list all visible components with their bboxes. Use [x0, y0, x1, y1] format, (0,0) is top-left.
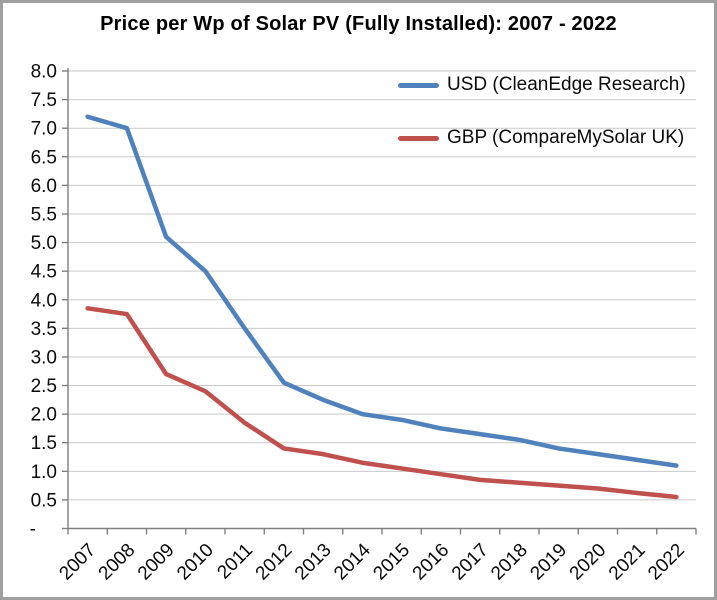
svg-text:2011: 2011	[213, 540, 257, 584]
svg-text:6.5: 6.5	[31, 147, 57, 168]
legend-item-usd: USD (CleanEdge Research)	[398, 74, 686, 96]
svg-text:2022: 2022	[644, 540, 689, 585]
svg-text:7.5: 7.5	[31, 90, 57, 111]
svg-text:5.0: 5.0	[31, 233, 57, 254]
usd-line-swatch-icon	[398, 82, 439, 88]
svg-text:2007: 2007	[55, 540, 100, 585]
svg-text:6.0: 6.0	[31, 176, 57, 197]
svg-text:8.0: 8.0	[31, 62, 57, 83]
svg-text:2015: 2015	[369, 540, 414, 585]
svg-text:5.5: 5.5	[31, 204, 57, 225]
svg-text:2018: 2018	[487, 540, 532, 585]
svg-text:0.5: 0.5	[31, 490, 57, 511]
svg-text:2012: 2012	[252, 540, 297, 585]
svg-text:1.5: 1.5	[31, 433, 57, 454]
svg-text:3.5: 3.5	[31, 319, 57, 340]
svg-text:2.0: 2.0	[31, 405, 57, 426]
svg-text:-: -	[30, 519, 36, 540]
svg-text:2010: 2010	[173, 540, 218, 585]
gbp-line-swatch-icon	[398, 135, 439, 141]
legend-item-gbp: GBP (CompareMySolar UK)	[398, 127, 684, 149]
svg-text:2017: 2017	[448, 540, 493, 585]
svg-text:7.0: 7.0	[31, 119, 57, 140]
svg-text:2016: 2016	[409, 540, 454, 585]
svg-text:2008: 2008	[95, 540, 140, 585]
svg-text:2013: 2013	[291, 540, 336, 585]
svg-text:2019: 2019	[526, 540, 571, 585]
legend-label-gbp: GBP (CompareMySolar UK)	[447, 127, 685, 148]
svg-text:3.0: 3.0	[31, 347, 57, 368]
svg-text:2.5: 2.5	[31, 376, 57, 397]
legend-label-usd: USD (CleanEdge Research)	[447, 74, 686, 95]
chart-title: Price per Wp of Solar PV (Fully Installe…	[100, 13, 617, 35]
svg-text:2021: 2021	[605, 540, 650, 585]
svg-text:2020: 2020	[566, 540, 611, 585]
svg-text:4.5: 4.5	[31, 262, 57, 283]
svg-text:1.0: 1.0	[31, 462, 57, 483]
svg-text:2009: 2009	[134, 540, 179, 585]
svg-text:2014: 2014	[330, 539, 375, 584]
svg-text:4.0: 4.0	[31, 290, 57, 311]
